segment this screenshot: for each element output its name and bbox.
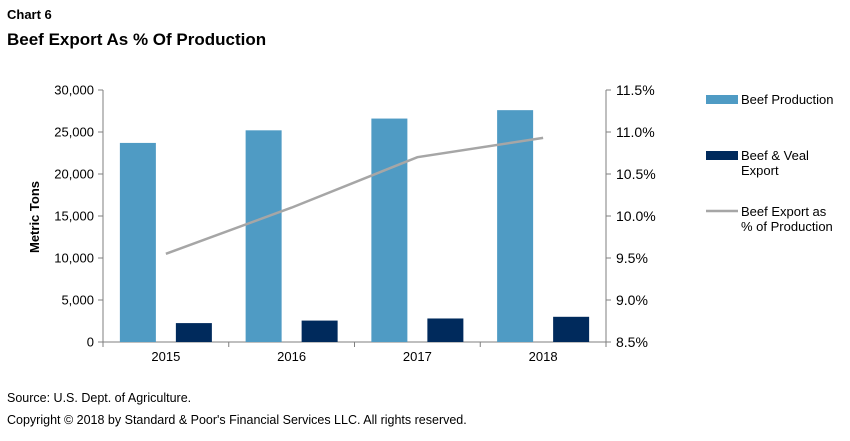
copyright-note: Copyright © 2018 by Standard & Poor's Fi… [7, 413, 467, 427]
bar-beef-veal-export [301, 320, 338, 342]
chart-title: Beef Export As % Of Production [7, 30, 267, 49]
y-tick-label-right: 9.5% [616, 250, 648, 266]
y-axis-label: Metric Tons [27, 181, 42, 253]
x-tick-label: 2016 [277, 349, 306, 364]
y-tick-label-left: 30,000 [54, 83, 94, 98]
bar-beef-production [497, 110, 534, 342]
y-tick-label-left: 15,000 [54, 209, 94, 224]
y-tick-label-right: 10.0% [616, 208, 656, 224]
legend-swatch-beef-veal-export [706, 151, 738, 160]
legend-swatch-beef-production [706, 95, 738, 104]
bar-beef-production [371, 118, 408, 342]
y-tick-label-left: 10,000 [54, 251, 94, 266]
y-tick-label-right: 11.0% [616, 124, 655, 140]
combo-chart: 0 5,000 10,000 15,000 20,000 25,000 30,000 8.5%… [27, 82, 834, 364]
bar-beef-production [119, 142, 156, 342]
legend-label-export-pct: % of Production [741, 219, 833, 234]
x-tick-label: 2015 [151, 349, 180, 364]
legend-label-beef-production: Beef Production [741, 92, 834, 107]
y-tick-label-right: 8.5% [616, 334, 648, 350]
legend-label-beef-veal-export: Beef & Veal [741, 148, 809, 163]
line-series [165, 136, 544, 255]
line-export-pct [165, 136, 544, 255]
tick-labels: 0 5,000 10,000 15,000 20,000 25,000 30,000 8.5%… [54, 82, 655, 364]
chart-number: Chart 6 [7, 7, 52, 22]
y-tick-label-right: 11.5% [616, 82, 655, 98]
bar-beef-veal-export [553, 316, 590, 342]
y-tick-label-right: 10.5% [616, 166, 656, 182]
y-tick-label-left: 5,000 [61, 293, 94, 308]
legend-label-beef-veal-export: Export [741, 163, 779, 178]
y-tick-label-right: 9.0% [616, 292, 648, 308]
source-note: Source: U.S. Dept. of Agriculture. [7, 391, 192, 405]
bars [119, 110, 590, 342]
bar-beef-production [245, 130, 282, 342]
x-tick-label: 2017 [403, 349, 432, 364]
y-tick-label-left: 0 [87, 335, 94, 350]
axes [98, 89, 611, 347]
bar-beef-veal-export [427, 318, 464, 342]
y-tick-label-left: 25,000 [54, 125, 94, 140]
bar-beef-veal-export [175, 323, 212, 342]
y-tick-label-left: 20,000 [54, 167, 94, 182]
legend-label-export-pct: Beef Export as [741, 204, 827, 219]
x-tick-label: 2018 [529, 349, 558, 364]
